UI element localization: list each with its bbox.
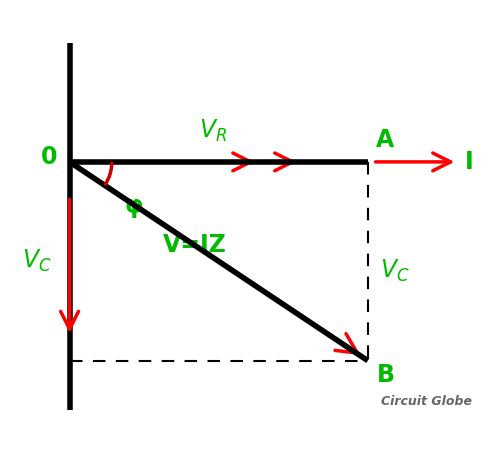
Text: φ: φ	[124, 194, 143, 218]
Text: I: I	[465, 150, 474, 174]
Text: $V_C$: $V_C$	[380, 258, 410, 284]
Text: A: A	[376, 128, 394, 152]
Text: $V_C$: $V_C$	[22, 248, 52, 275]
Text: Circuit Globe: Circuit Globe	[381, 395, 472, 409]
Text: $V_R$: $V_R$	[199, 118, 227, 144]
Text: 0: 0	[41, 145, 58, 169]
Text: B: B	[377, 363, 395, 387]
Text: V=IZ: V=IZ	[163, 233, 227, 257]
